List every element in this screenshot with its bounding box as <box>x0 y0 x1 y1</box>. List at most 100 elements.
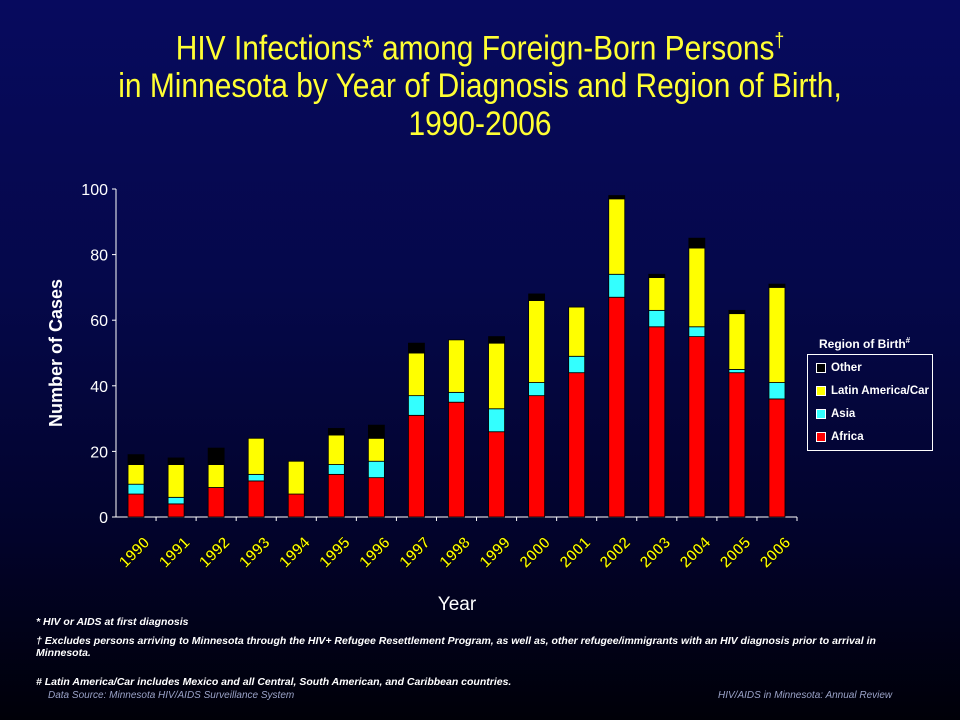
legend-label: Other <box>831 362 862 374</box>
bar-asia-1998 <box>448 391 465 403</box>
bar-africa-2005 <box>728 372 746 518</box>
legend-label: Latin America/Car <box>831 385 929 397</box>
legend-label: Asia <box>831 408 856 420</box>
bar-africa-2004 <box>688 336 706 518</box>
bar-other-2005 <box>728 309 746 315</box>
legend-label: Africa <box>831 431 864 443</box>
x-tick-label-2000: 2000 <box>517 534 554 571</box>
bar-africa-1991 <box>167 503 185 518</box>
bar-latin-america-car-2004 <box>688 247 706 328</box>
x-tick-label-1994: 1994 <box>276 534 313 571</box>
bar-asia-1997 <box>408 395 425 416</box>
bar-latin-america-car-2006 <box>768 286 786 383</box>
bar-other-2003 <box>648 273 666 278</box>
bar-asia-2000 <box>528 382 546 397</box>
bar-africa-1990 <box>127 493 145 518</box>
bar-asia-1999 <box>488 408 505 433</box>
legend-item-africa: Africa <box>816 430 864 444</box>
bar-latin-america-car-1996 <box>367 437 385 462</box>
x-tick-label-2006: 2006 <box>757 534 794 571</box>
bar-latin-america-car-1992 <box>207 464 225 488</box>
legend-swatch <box>816 432 826 442</box>
footnote-star: * HIV or AIDS at first diagnosis <box>36 616 189 628</box>
bar-africa-1999 <box>488 431 505 518</box>
x-tick-label-2004: 2004 <box>677 534 714 571</box>
bar-latin-america-car-1990 <box>127 464 145 485</box>
x-tick-label-2003: 2003 <box>637 534 674 571</box>
title-line-3: 1990-2006 <box>408 105 552 144</box>
bar-africa-1994 <box>287 493 305 518</box>
y-tick-label: 60 <box>90 313 108 330</box>
bar-latin-america-car-2003 <box>648 277 666 311</box>
bar-other-2002 <box>608 195 626 200</box>
x-tick-label-1997: 1997 <box>397 534 434 571</box>
title-dagger-mark: † <box>774 30 785 52</box>
y-tick-label: 100 <box>81 182 108 199</box>
x-tick-label-1993: 1993 <box>236 534 273 571</box>
bar-other-1997 <box>408 342 425 354</box>
bar-africa-2006 <box>768 398 786 518</box>
report-name: HIV/AIDS in Minnesota: Annual Review <box>718 690 893 701</box>
bar-africa-1997 <box>408 414 425 518</box>
bar-latin-america-car-1998 <box>448 339 465 393</box>
bar-asia-1990 <box>127 483 145 495</box>
bar-asia-2002 <box>608 273 626 298</box>
title-line-1: HIV Infections* among Foreign-Born Perso… <box>58 22 903 67</box>
bar-africa-1996 <box>367 477 385 518</box>
legend-item-latin-america-car: Latin America/Car <box>816 384 929 398</box>
x-tick-label-1990: 1990 <box>116 534 153 571</box>
x-tick-label-1995: 1995 <box>317 534 354 571</box>
bar-asia-2006 <box>768 382 786 400</box>
bar-other-2004 <box>688 237 706 249</box>
bar-latin-america-car-1995 <box>327 434 345 465</box>
bar-africa-2003 <box>648 326 666 518</box>
bar-asia-1996 <box>367 460 385 479</box>
title-line-2: in Minnesota by Year of Diagnosis and Re… <box>118 67 842 106</box>
bar-asia-2004 <box>688 326 706 338</box>
title-line-1-text: HIV Infections* among Foreign-Born Perso… <box>175 29 775 68</box>
bar-latin-america-car-1999 <box>488 342 505 410</box>
bar-latin-america-car-2002 <box>608 198 626 275</box>
legend-item-asia: Asia <box>816 407 855 421</box>
legend-swatch <box>816 363 826 373</box>
bar-other-1999 <box>488 336 505 344</box>
bar-africa-2002 <box>608 296 626 518</box>
bar-africa-1995 <box>327 473 345 518</box>
y-tick-label: 80 <box>90 248 108 265</box>
bar-latin-america-car-2000 <box>528 300 546 383</box>
bar-other-2000 <box>528 293 546 301</box>
footnote-hash: # Latin America/Car includes Mexico and … <box>36 676 512 688</box>
bar-asia-2005 <box>728 368 746 374</box>
bar-africa-1993 <box>247 480 265 518</box>
x-tick-label-1998: 1998 <box>437 534 474 571</box>
y-tick-label: 40 <box>90 379 108 396</box>
x-axis-label: Year <box>438 594 477 615</box>
legend-title-mark: # <box>905 336 911 345</box>
y-tick-label: 20 <box>90 444 108 461</box>
x-tick-label-1991: 1991 <box>156 534 193 571</box>
bar-latin-america-car-1993 <box>247 437 265 475</box>
bar-other-2006 <box>768 283 786 288</box>
bar-other-1992 <box>207 447 225 465</box>
bar-other-1990 <box>127 454 145 465</box>
bar-asia-1995 <box>327 464 345 475</box>
bar-africa-1998 <box>448 401 465 518</box>
legend-swatch <box>816 409 826 419</box>
legend: Other Latin America/Car Asia Africa <box>807 354 933 451</box>
data-source: Data Source: Minnesota HIV/AIDS Surveill… <box>48 690 295 701</box>
legend-title: Region of Birth# <box>819 336 910 351</box>
legend-title-text: Region of Birth <box>819 337 906 351</box>
y-tick-label: 0 <box>99 510 108 527</box>
x-tick-label-2001: 2001 <box>557 534 594 571</box>
bar-latin-america-car-2005 <box>728 313 746 370</box>
bar-latin-america-car-2001 <box>568 306 586 357</box>
bar-latin-america-car-1994 <box>287 460 305 495</box>
bar-asia-2001 <box>568 355 586 374</box>
bar-africa-2001 <box>568 372 586 518</box>
y-axis-label: Number of Cases <box>46 279 66 427</box>
x-tick-label-2002: 2002 <box>597 534 634 571</box>
bar-latin-america-car-1997 <box>408 352 425 397</box>
bar-other-1996 <box>367 424 385 439</box>
bar-asia-1991 <box>167 496 185 505</box>
